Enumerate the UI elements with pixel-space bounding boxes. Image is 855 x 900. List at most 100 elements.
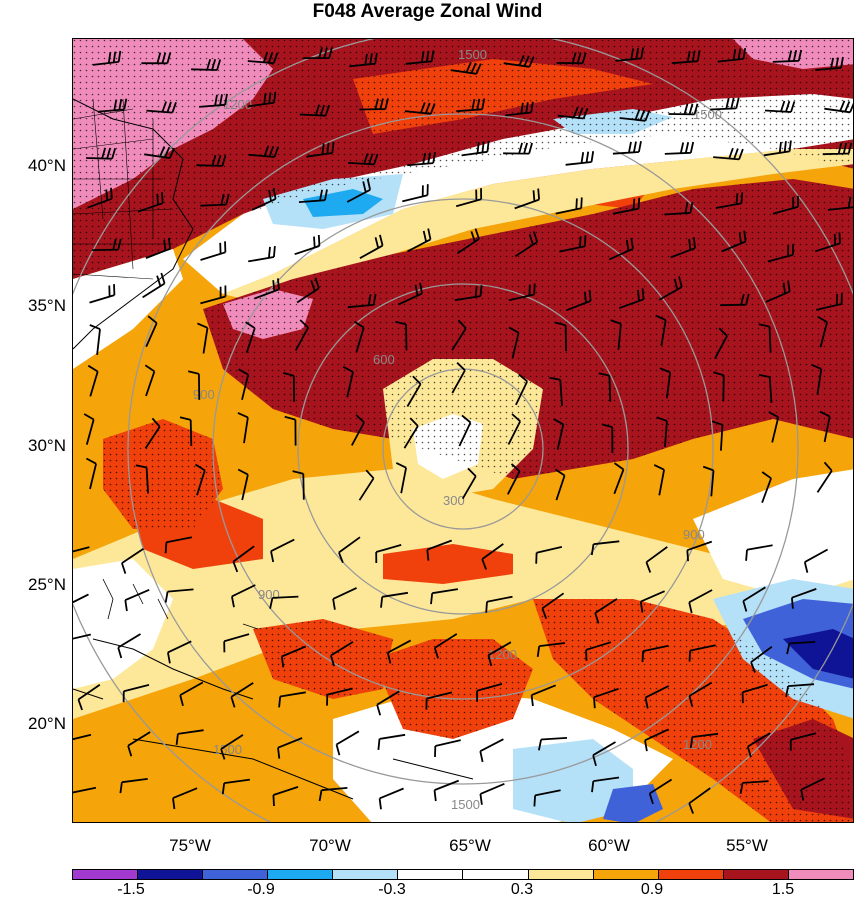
- wind-barb: [619, 109, 651, 122]
- wind-barb: [238, 368, 250, 401]
- wind-barb: [380, 591, 409, 608]
- band-blue-jet: [303, 189, 383, 217]
- wind-barb: [768, 411, 780, 443]
- wind-barb: [505, 101, 534, 117]
- wind-barb: [711, 420, 724, 451]
- wind-barb: [514, 231, 539, 257]
- wind-barb: [359, 234, 384, 259]
- wind-barb: [232, 545, 255, 573]
- wind-barb: [714, 327, 728, 360]
- contour-label-1500-s: 1500: [451, 797, 480, 812]
- wind-barb: [816, 461, 833, 493]
- contour-label-900-w: 900: [193, 387, 215, 402]
- wind-barb: [342, 366, 354, 398]
- colorbar-label-m1.5: -1.5: [117, 881, 145, 898]
- lon-label-75w: 75°W: [169, 836, 211, 855]
- contour-label-1200-se: 1200: [683, 737, 712, 752]
- wind-barb: [433, 779, 460, 802]
- wind-barb: [335, 730, 360, 756]
- wind-barb: [508, 326, 520, 359]
- wind-barb: [272, 786, 299, 807]
- wind-barb: [450, 61, 482, 75]
- wind-barb: [347, 293, 377, 309]
- wind-barb: [346, 178, 371, 203]
- wind-barb: [376, 690, 400, 716]
- wind-barb: [549, 376, 563, 406]
- coastline-caribbean: [73, 638, 474, 800]
- wind-barb: [277, 737, 303, 759]
- wind-barb: [598, 372, 612, 402]
- wind-barb: [824, 100, 853, 114]
- lat-label-30n: 30°N: [28, 436, 66, 455]
- wind-barb: [220, 734, 244, 760]
- wind-barb: [535, 546, 563, 564]
- wind-barb: [800, 777, 825, 801]
- wind-barb: [461, 140, 490, 157]
- wind-barb: [688, 589, 713, 614]
- wind-barb: [348, 153, 379, 166]
- wind-barb: [338, 536, 361, 564]
- wind-barb: [664, 201, 694, 216]
- wind-barb: [98, 98, 128, 113]
- wind-barb: [612, 141, 642, 155]
- wind-barb: [485, 595, 513, 613]
- wind-barb: [668, 103, 699, 116]
- wind-barb: [119, 778, 148, 794]
- wind-barb: [359, 98, 389, 111]
- wind-barb: [503, 54, 535, 68]
- wind-barb: [179, 416, 193, 446]
- wind-barb: [639, 590, 665, 613]
- wind-barb: [231, 584, 256, 608]
- wind-barb: [772, 195, 799, 215]
- wind-barb: [124, 588, 150, 612]
- colorbar-label-1.5: 1.5: [771, 881, 795, 898]
- wind-barb: [618, 288, 645, 310]
- wind-barb: [73, 593, 89, 604]
- wind-barb: [653, 464, 665, 496]
- wind-barb: [434, 739, 461, 758]
- colorbar-box-2: [203, 870, 269, 879]
- wind-barb: [407, 152, 436, 167]
- wind-barb: [92, 50, 122, 66]
- wind-barb: [590, 540, 620, 556]
- wind-barb: [538, 737, 568, 751]
- wind-barb: [303, 47, 333, 59]
- wind-barb: [791, 588, 817, 609]
- wind-barb: [827, 196, 853, 211]
- contour-label-1500-sw: 1500: [213, 742, 242, 757]
- contour-label-300: 300: [443, 493, 465, 508]
- colorbar-box-10: [723, 870, 789, 879]
- wind-barb: [479, 782, 505, 805]
- wind-barb: [282, 372, 295, 402]
- band-white-east: [693, 469, 853, 599]
- wind-barb: [479, 738, 504, 763]
- wind-barb: [196, 154, 227, 167]
- wind-barb: [458, 414, 472, 447]
- map-canvas: 1500 1500 1200 900 600 300 900 900 1200 …: [73, 39, 853, 822]
- wind-barb: [612, 197, 641, 215]
- wind-barb: [481, 543, 504, 570]
- colorbar-box-6: [463, 870, 529, 879]
- wind-barb: [403, 417, 419, 449]
- wind-barb: [758, 374, 773, 403]
- wind-barb: [702, 465, 715, 497]
- wind-barb: [247, 51, 279, 65]
- wind-barb: [144, 146, 176, 159]
- wind-barb: [175, 729, 204, 746]
- wind-barb: [658, 276, 683, 301]
- colorbar-label-0.9: 0.9: [640, 881, 664, 898]
- wind-barb: [200, 241, 227, 261]
- wind-barb: [461, 467, 477, 500]
- wind-barb: [221, 778, 251, 795]
- wind-barb: [592, 741, 616, 767]
- map-panel: 1500 1500 1200 900 600 300 900 900 1200 …: [72, 38, 854, 823]
- wind-barb: [594, 598, 618, 624]
- contour-label-900-e: 900: [683, 527, 705, 542]
- lat-label-25n: 25°N: [28, 575, 66, 594]
- wind-barb: [73, 633, 92, 640]
- wind-barb: [565, 151, 595, 166]
- colorbar-box-0: [73, 870, 139, 879]
- wind-barb: [284, 415, 297, 446]
- wind-barb: [73, 546, 90, 553]
- wind-barb: [645, 546, 668, 573]
